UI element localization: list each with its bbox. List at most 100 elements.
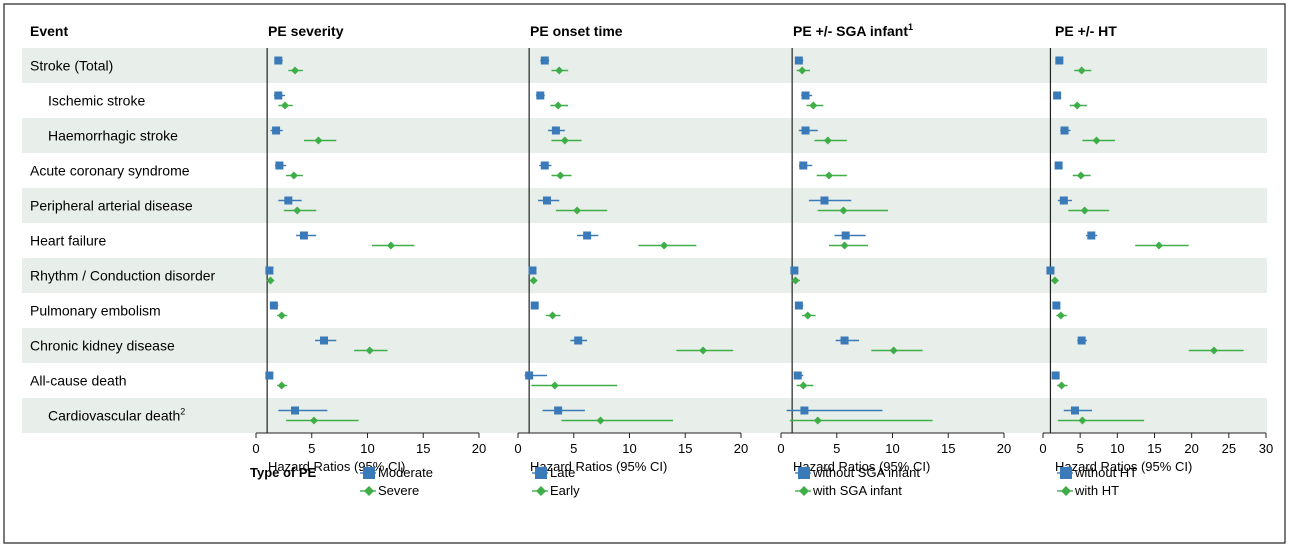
legend-square [363,467,375,479]
estimate-square [1051,371,1060,380]
x-tick-label: 10 [1110,441,1124,456]
estimate-diamond [1092,136,1101,145]
legend-label: with HT [1074,483,1119,498]
estimate-square [800,406,809,415]
estimate-square [291,406,300,415]
estimate-square [1077,336,1086,345]
x-tick-label: 10 [622,441,636,456]
estimate-diamond [293,206,302,215]
row-label: Ischemic stroke [48,93,145,109]
panel: PE +/- HT 0 5 10 15 20 25 30 Hazard Ratios (95% … [1039,23,1273,498]
estimate-diamond [1077,66,1086,75]
estimate-diamond [1050,276,1059,285]
estimate-square [790,266,799,275]
estimate-diamond [309,416,318,425]
estimate-square [284,196,293,205]
estimate-diamond [1078,416,1087,425]
estimate-square [574,336,583,345]
estimate-diamond [1154,241,1163,250]
estimate-diamond [839,206,848,215]
estimate-square [265,371,274,380]
row-band [22,188,1267,223]
x-tick-label: 15 [416,441,430,456]
x-tick-label: 5 [308,441,315,456]
estimate-diamond [1057,381,1066,390]
estimate-diamond [365,346,374,355]
legend-diamond [799,486,809,496]
estimate-diamond [314,136,323,145]
estimate-square [794,56,803,65]
legend-label: without HT [1074,465,1137,480]
legend-square [798,467,810,479]
estimate-square [820,196,829,205]
legend-heading: Type of PE [250,465,317,480]
row-label: Heart failure [30,233,106,249]
estimate-diamond [798,66,807,75]
estimate-square [540,56,549,65]
row-label: Stroke (Total) [30,58,113,74]
estimate-square [269,301,278,310]
estimate-diamond [280,101,289,110]
row-label: Cardiovascular death2 [48,407,185,424]
estimate-diamond [277,311,286,320]
estimate-diamond [289,171,298,180]
legend-diamond [364,486,374,496]
legend-label: Late [550,465,575,480]
row-band [22,258,1267,293]
estimate-square [530,301,539,310]
estimate-diamond [554,101,563,110]
estimate-square [1070,406,1079,415]
estimate-square [799,161,808,170]
legend-square [1060,467,1072,479]
estimate-square [1052,301,1061,310]
x-tick-label: 30 [1259,441,1273,456]
row-label: Rhythm / Conduction disorder [30,268,216,284]
row-label: Acute coronary syndrome [30,163,190,179]
estimate-diamond [824,171,833,180]
estimate-square [536,91,545,100]
estimate-square [794,301,803,310]
estimate-square [841,231,850,240]
estimate-diamond [823,136,832,145]
x-axis-label: Hazard Ratios (95% CI) [793,459,930,474]
estimate-diamond [813,416,822,425]
estimate-diamond [699,346,708,355]
estimate-diamond [573,206,582,215]
row-labels: Event Stroke (Total) Ischemic stroke Haemor… [30,23,216,424]
estimate-diamond [791,276,800,285]
estimate-diamond [1073,101,1082,110]
estimate-diamond [809,101,818,110]
x-tick-label: 0 [252,441,259,456]
panel-title: PE severity [268,23,344,39]
estimate-square [1055,56,1064,65]
legend-label: Severe [378,483,419,498]
estimate-square [583,231,592,240]
row-label: Peripheral arterial disease [30,198,193,214]
estimate-square [299,231,308,240]
row-band [22,328,1267,363]
figure-frame [3,3,1286,544]
estimate-square [525,371,534,380]
panel: PE onset time 0 5 10 15 20 Hazard Ratios (95% … [514,23,748,498]
estimate-diamond [596,416,605,425]
x-tick-label: 15 [678,441,692,456]
estimate-diamond [1080,206,1089,215]
x-tick-label: 15 [1147,441,1161,456]
estimate-diamond [548,311,557,320]
estimate-square [1060,126,1069,135]
estimate-square [1059,196,1068,205]
row-label: Pulmonary embolism [30,303,161,319]
estimate-diamond [840,241,849,250]
estimate-square [274,56,283,65]
estimate-square [840,336,849,345]
row-band [22,48,1267,83]
legend-diamond [1061,486,1071,496]
x-tick-label: 0 [777,441,784,456]
estimate-diamond [560,136,569,145]
row-label-superscript: 2 [180,407,185,417]
estimate-square [551,126,560,135]
estimate-square [801,126,810,135]
panel-title-superscript: 1 [908,22,913,32]
